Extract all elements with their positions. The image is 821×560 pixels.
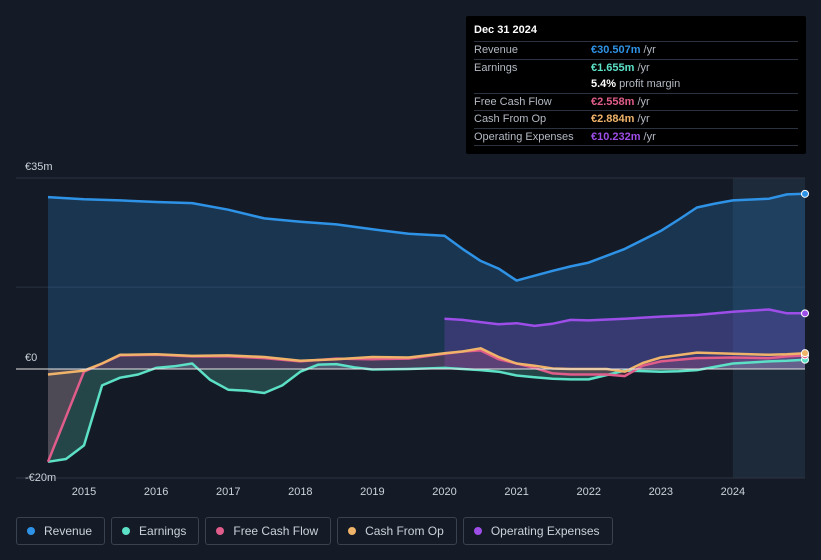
x-tick-label: 2024 [721,486,745,498]
tooltip-label: Operating Expenses [474,130,574,143]
legend-item-operating-expenses[interactable]: Operating Expenses [462,517,613,545]
x-tick-label: 2021 [504,486,528,498]
tooltip-unit: /yr [643,44,656,57]
tooltip-value: €10.232m [591,130,641,143]
series-lines [16,192,806,464]
tooltip-row-free-cash-flow: Free Cash Flow €2.558m /yr [474,94,798,111]
tooltip-unit: /yr [643,130,656,143]
earnings-line [47,358,806,464]
tooltip-row-earnings: Earnings €1.655m /yr [474,60,798,77]
chart-legend: Revenue Earnings Free Cash Flow Cash Fro… [16,517,613,545]
earnings-area [48,359,805,462]
tooltip-label: Cash From Op [474,113,547,126]
legend-dot-icon [27,527,35,535]
operating-expenses-line [444,308,805,328]
tooltip-row-profit-margin: 5.4% profit margin [474,76,798,94]
x-tick-label: 2020 [432,486,456,498]
legend-label: Revenue [44,524,93,538]
x-tick-label: 2023 [649,486,673,498]
legend-item-cash-from-op[interactable]: Cash From Op [337,517,457,545]
free-cash-flow-area [48,350,805,462]
legend-label: Operating Expenses [490,524,600,538]
x-tick-label: 2019 [360,486,384,498]
tooltip-value: €2.558m [591,95,635,108]
tooltip-label: Free Cash Flow [474,95,552,108]
y-tick-label: €35m [25,161,53,173]
revenue-line [47,192,806,282]
legend-dot-icon [122,527,131,535]
tooltip-unit: profit margin [619,78,681,91]
cash-from-op-line [47,347,806,376]
data-tooltip: Dec 31 2024 Revenue €30.507m /yr Earning… [466,16,806,154]
x-tick-label: 2018 [288,486,312,498]
tooltip-value: €2.884m [591,113,635,126]
legend-dot-icon [473,527,482,535]
revenue-endpoint [801,189,809,198]
series-endpoints [801,189,809,364]
tooltip-row-revenue: Revenue €30.507m /yr [474,42,798,60]
legend-dot-icon [216,527,225,535]
x-tick-label: 2015 [72,486,96,498]
x-tick-label: 2017 [216,486,240,498]
tooltip-unit: /yr [637,61,650,74]
cash-from-op-endpoint [801,349,809,358]
tooltip-row-cash-from-op: Cash From Op €2.884m /yr [474,111,798,129]
operating-expenses-endpoint [801,309,809,318]
legend-dot-icon [348,527,357,535]
tooltip-value: 5.4% [591,78,617,91]
x-axis-labels: 2015 2016 2017 2018 2019 2020 2021 2022 2023 2024 [72,486,745,498]
tooltip-row-operating-expenses: Operating Expenses €10.232m /yr [474,129,798,146]
legend-item-free-cash-flow[interactable]: Free Cash Flow [205,517,332,545]
tooltip-label: Revenue [474,44,519,57]
gridlines [16,177,805,479]
tooltip-label: Earnings [474,61,518,74]
y-tick-label: €0 [25,352,37,364]
tooltip-unit: /yr [637,95,650,108]
legend-label: Free Cash Flow [233,524,319,538]
x-tick-label: 2016 [144,486,168,498]
legend-item-earnings[interactable]: Earnings [111,517,200,545]
legend-label: Cash From Op [365,524,444,538]
forecast-highlight-band [732,178,805,478]
y-tick-label: -€20m [25,472,56,484]
tooltip-date: Dec 31 2024 [474,24,798,42]
tooltip-unit: /yr [637,113,650,126]
tooltip-value: €30.507m [591,44,641,57]
legend-label: Earnings [139,524,187,538]
earnings-revenue-chart: €35m €0 -€20m 2015 2016 2017 2018 2019 2020 2021… [16,161,809,498]
tooltip-value: €1.655m [591,61,635,74]
revenue-area [48,193,805,369]
x-tick-label: 2022 [576,486,600,498]
legend-item-revenue[interactable]: Revenue [16,517,106,545]
y-axis-labels: €35m €0 -€20m [25,161,56,484]
